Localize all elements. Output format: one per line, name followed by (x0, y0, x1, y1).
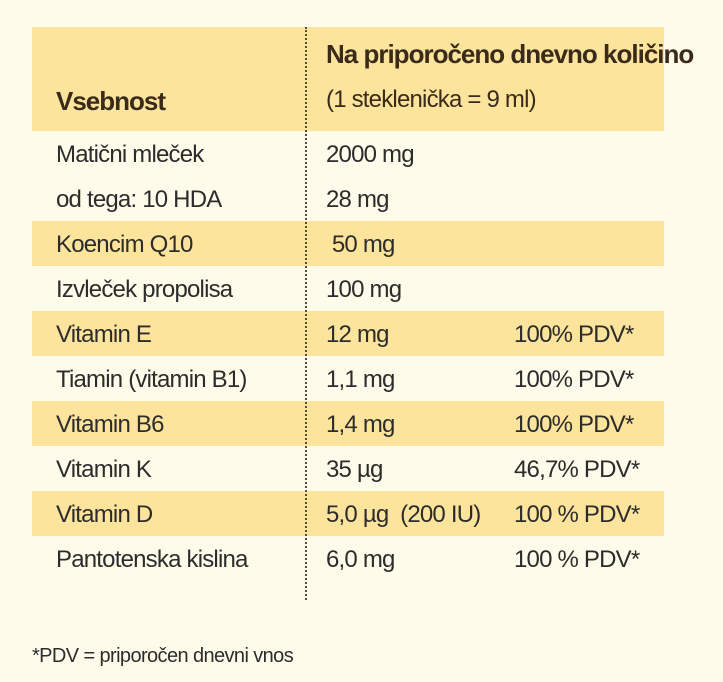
ingredient-pdv: 100 % PDV* (514, 546, 640, 573)
ingredient-amount: 5,0 µg (200 IU) (326, 501, 481, 528)
ingredient-name: Pantotenska kislina (56, 546, 248, 573)
table-row: Koencim Q10 50 mg (32, 221, 664, 266)
ingredient-amount: 1,4 mg (326, 411, 395, 438)
ingredient-pdv: 100% PDV* (514, 321, 634, 348)
ingredient-amount: 28 mg (326, 186, 390, 213)
ingredient-amount: 1,1 mg (326, 366, 395, 393)
ingredient-amount: 35 µg (326, 456, 383, 483)
ingredient-amount: 50 mg (326, 231, 396, 258)
ingredient-name: od tega: 10 HDA (56, 186, 222, 213)
table-header: Vsebnost Na priporočeno dnevno količino … (32, 27, 694, 131)
table-row: Tiamin (vitamin B1) 1,1 mg 100% PDV* (32, 356, 664, 401)
header-daily-amount-title: Na priporočeno dnevno količino (326, 39, 694, 69)
column-divider (305, 27, 307, 600)
table-row: od tega: 10 HDA 28 mg (32, 176, 664, 221)
ingredient-amount: 6,0 mg (326, 546, 395, 573)
ingredient-name: Vitamin D (56, 501, 153, 528)
table-row: Izvleček propolisa 100 mg (32, 266, 664, 311)
ingredient-amount: 12 mg (326, 321, 390, 348)
table-row: Vitamin D 5,0 µg (200 IU) 100 % PDV* (32, 491, 664, 536)
ingredient-amount: 100 mg (326, 276, 402, 303)
ingredient-name: Izvleček propolisa (56, 276, 233, 303)
table-row: Vitamin B6 1,4 mg 100% PDV* (32, 401, 664, 446)
ingredient-name: Tiamin (vitamin B1) (56, 366, 247, 393)
ingredient-name: Vitamin B6 (56, 411, 164, 438)
ingredient-pdv: 100 % PDV* (514, 501, 640, 528)
ingredient-pdv: 100% PDV* (514, 366, 634, 393)
table-row: Matični mleček 2000 mg (32, 131, 664, 176)
footnote: *PDV = priporočen dnevni vnos (32, 645, 294, 667)
table-row: Vitamin E 12 mg 100% PDV* (32, 311, 664, 356)
table-row: Vitamin K 35 µg 46,7% PDV* (32, 446, 664, 491)
table-row: Pantotenska kislina 6,0 mg 100 % PDV* (32, 536, 664, 581)
ingredient-pdv: 46,7% PDV* (514, 456, 640, 483)
ingredient-pdv: 100% PDV* (514, 411, 634, 438)
ingredient-name: Matični mleček (56, 141, 204, 168)
header-daily-amount-subtitle: (1 steklenička = 9 ml) (326, 86, 537, 113)
ingredient-amount: 2000 mg (326, 141, 415, 168)
nutrition-table: Vsebnost Na priporočeno dnevno količino … (32, 27, 694, 600)
ingredient-name: Koencim Q10 (56, 231, 193, 258)
ingredient-name: Vitamin E (56, 321, 152, 348)
header-content-label: Vsebnost (56, 86, 166, 116)
ingredient-name: Vitamin K (56, 456, 152, 483)
